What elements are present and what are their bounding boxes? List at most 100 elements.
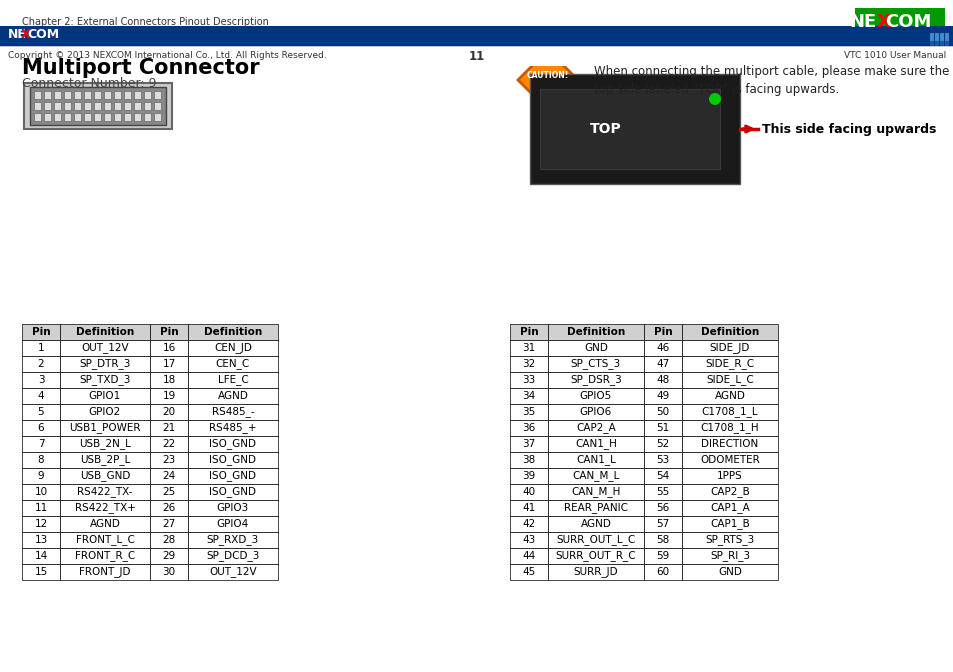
- Bar: [60, 356, 150, 372]
- Bar: [150, 436, 188, 452]
- Text: 21: 21: [162, 423, 175, 433]
- Bar: [510, 516, 547, 532]
- Bar: [150, 516, 188, 532]
- Bar: [104, 102, 111, 110]
- Text: 9: 9: [38, 471, 44, 481]
- Text: AGND: AGND: [90, 519, 120, 529]
- Text: 37: 37: [522, 439, 535, 449]
- Text: SURR_OUT_L_C: SURR_OUT_L_C: [556, 534, 635, 546]
- Text: 27: 27: [162, 519, 175, 529]
- Text: ISO_GND: ISO_GND: [210, 470, 256, 481]
- Bar: [681, 452, 778, 468]
- Bar: [133, 102, 141, 110]
- Bar: [22, 436, 60, 452]
- Text: USB1_POWER: USB1_POWER: [70, 423, 141, 433]
- Bar: [643, 500, 681, 516]
- Text: FRONT_R_C: FRONT_R_C: [74, 550, 135, 561]
- Bar: [510, 420, 547, 436]
- Text: GPIO5: GPIO5: [579, 391, 612, 401]
- Text: GND: GND: [583, 343, 607, 353]
- Bar: [64, 91, 71, 99]
- Text: 45: 45: [522, 567, 535, 577]
- Text: CAP2_B: CAP2_B: [709, 487, 749, 497]
- Bar: [150, 548, 188, 564]
- Text: 53: 53: [656, 455, 669, 465]
- Bar: [188, 388, 277, 404]
- Bar: [643, 436, 681, 452]
- Text: 59: 59: [656, 551, 669, 561]
- Text: CAP1_B: CAP1_B: [709, 519, 749, 530]
- Text: ISO_GND: ISO_GND: [210, 454, 256, 466]
- Bar: [643, 532, 681, 548]
- Text: This side facing upwards: This side facing upwards: [761, 122, 936, 136]
- Bar: [22, 356, 60, 372]
- Circle shape: [708, 93, 720, 105]
- Bar: [854, 8, 944, 36]
- Text: 47: 47: [656, 359, 669, 369]
- Bar: [510, 324, 547, 340]
- Text: 35: 35: [522, 407, 535, 417]
- Text: AGND: AGND: [217, 391, 248, 401]
- Text: Chapter 2: External Connectors Pinout Description: Chapter 2: External Connectors Pinout De…: [22, 17, 269, 27]
- Bar: [188, 548, 277, 564]
- Text: 29: 29: [162, 551, 175, 561]
- Bar: [44, 102, 51, 110]
- Bar: [510, 564, 547, 580]
- Text: Multiport Connector: Multiport Connector: [22, 58, 259, 78]
- Text: SIDE_L_C: SIDE_L_C: [705, 374, 753, 386]
- Bar: [60, 388, 150, 404]
- Text: SP_RTS_3: SP_RTS_3: [704, 534, 754, 546]
- Text: 55: 55: [656, 487, 669, 497]
- Bar: [510, 388, 547, 404]
- Bar: [547, 532, 643, 548]
- Bar: [643, 388, 681, 404]
- Text: 38: 38: [522, 455, 535, 465]
- Bar: [547, 468, 643, 484]
- Bar: [510, 340, 547, 356]
- Bar: [84, 91, 91, 99]
- Bar: [188, 436, 277, 452]
- Bar: [150, 340, 188, 356]
- Text: Pin: Pin: [159, 327, 178, 337]
- Bar: [94, 113, 101, 121]
- Text: TOP: TOP: [589, 122, 621, 136]
- Bar: [22, 484, 60, 500]
- Text: 1: 1: [38, 343, 44, 353]
- Text: 36: 36: [522, 423, 535, 433]
- Text: 50: 50: [656, 407, 669, 417]
- Text: 26: 26: [162, 503, 175, 513]
- Bar: [547, 356, 643, 372]
- Bar: [0, 46, 953, 66]
- Bar: [547, 516, 643, 532]
- Bar: [60, 548, 150, 564]
- Bar: [188, 516, 277, 532]
- Bar: [547, 484, 643, 500]
- Bar: [681, 564, 778, 580]
- Bar: [188, 356, 277, 372]
- Text: 56: 56: [656, 503, 669, 513]
- Bar: [643, 484, 681, 500]
- Bar: [681, 388, 778, 404]
- Bar: [681, 420, 778, 436]
- Text: ISO_GND: ISO_GND: [210, 439, 256, 450]
- Bar: [144, 102, 151, 110]
- Bar: [188, 484, 277, 500]
- Bar: [643, 340, 681, 356]
- Bar: [681, 356, 778, 372]
- Bar: [54, 91, 61, 99]
- Text: ODOMETER: ODOMETER: [700, 455, 760, 465]
- Text: Definition: Definition: [204, 327, 262, 337]
- Text: RS422_TX+: RS422_TX+: [74, 503, 135, 513]
- Bar: [643, 564, 681, 580]
- Text: 41: 41: [522, 503, 535, 513]
- Text: 60: 60: [656, 567, 669, 577]
- Bar: [144, 91, 151, 99]
- Bar: [60, 532, 150, 548]
- Bar: [510, 436, 547, 452]
- Bar: [0, 39, 953, 42]
- Bar: [74, 113, 81, 121]
- Text: GND: GND: [718, 567, 741, 577]
- Text: 20: 20: [162, 407, 175, 417]
- Bar: [60, 372, 150, 388]
- Bar: [60, 564, 150, 580]
